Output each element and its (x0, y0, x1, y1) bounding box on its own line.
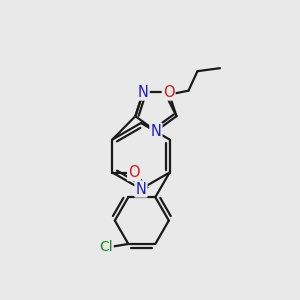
Text: O: O (128, 165, 140, 180)
Text: Cl: Cl (99, 240, 112, 254)
Text: O: O (163, 85, 174, 100)
Text: N: N (151, 124, 161, 139)
Text: N: N (138, 85, 149, 100)
Text: N: N (136, 182, 146, 196)
